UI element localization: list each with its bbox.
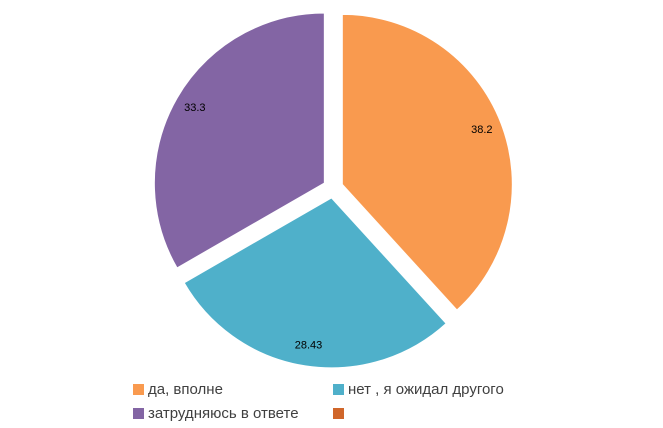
legend-label: да, вполне [148, 381, 223, 398]
legend-swatch [333, 408, 344, 419]
legend-swatch [333, 384, 344, 395]
legend-swatch [133, 408, 144, 419]
pie-slice [153, 12, 325, 269]
legend-label: нет , я ожидал другого [348, 381, 504, 398]
data-label: 33.3 [184, 102, 205, 114]
pie-slice [183, 197, 447, 369]
data-label: 38.2 [471, 124, 492, 136]
data-label: 28.43 [295, 340, 323, 352]
pie-slice [341, 13, 513, 311]
legend-label: затрудняюсь в ответе [148, 405, 299, 422]
legend-swatch [133, 384, 144, 395]
